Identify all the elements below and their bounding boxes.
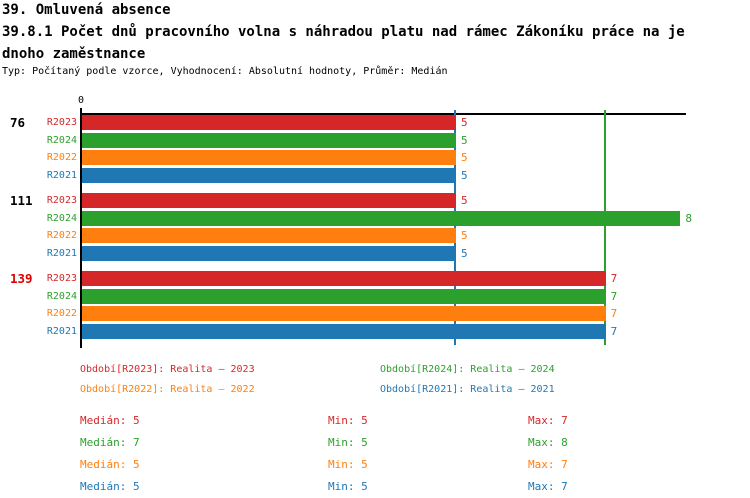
stat-min: Min: 5 [328,458,368,471]
bar-r2023-111 [82,193,456,208]
series-label: R2022 [46,230,77,241]
series-label: R2023 [46,195,77,206]
stat-min: Min: 5 [328,414,368,427]
bar-r2023-76 [82,115,456,130]
stat-min: Min: 5 [328,436,368,449]
series-label: R2021 [46,169,77,181]
bar-value-label: 7 [610,324,618,338]
bar-value-label: 7 [610,307,618,320]
median-line [603,110,606,345]
group-label: 111 [10,193,33,208]
bar-value-label: 5 [461,246,468,260]
series-label: R2021 [46,325,77,337]
stat-median: Medián: 7 [80,436,140,449]
bar-r2023-139 [82,271,606,286]
legend-item-r2021: Období[R2021]: Realita – 2021 [380,384,555,395]
bar-value-label: 5 [461,168,468,182]
bar-value-label: 7 [610,272,618,285]
x-axis-zero-label: 0 [77,95,85,106]
stat-max: Max: 7 [528,480,568,493]
report-title: 39. Omluvená absence [2,2,171,18]
bar-r2022-111 [82,228,456,243]
y-axis-line [80,108,82,348]
stat-max: Max: 7 [528,414,568,427]
stat-median: Medián: 5 [80,480,140,493]
bar-r2021-76 [82,167,456,183]
stat-max: Max: 8 [528,436,568,449]
median-line [454,110,456,345]
bar-chart: 0 76 R2023 5 R2024 5 R2022 5 R2021 5 111 R2023 5 R20… [0,95,750,360]
bar-r2022-139 [82,306,606,321]
bar-value-label: 5 [461,229,468,242]
stat-min: Min: 5 [328,480,368,493]
legend-item-r2022: Období[R2022]: Realita – 2022 [80,384,255,395]
bar-r2022-76 [82,150,456,165]
bar-value-label: 5 [461,133,468,147]
series-label: R2021 [46,247,77,259]
bar-value-label: 5 [461,194,468,207]
indicator-title-line1: 39.8.1 Počet dnů pracovního volna s náhr… [2,24,685,40]
legend-item-r2023: Období[R2023]: Realita – 2023 [80,364,255,375]
series-label: R2022 [46,308,77,319]
bar-value-label: 5 [461,116,468,129]
bar-r2024-76 [82,132,456,148]
bar-r2024-111 [82,210,681,226]
bar-value-label: 7 [610,289,618,303]
bar-r2024-139 [82,288,606,304]
report-subtitle: Typ: Počítaný podle vzorce, Vyhodnocení:… [2,66,448,77]
bar-r2021-139 [82,323,606,339]
group-label: 76 [10,115,26,130]
stat-max: Max: 7 [528,458,568,471]
bar-value-label: 5 [461,151,468,164]
x-axis-line [80,113,686,115]
series-label: R2024 [46,134,77,146]
series-label: R2023 [46,117,77,128]
bar-value-label: 8 [685,211,693,225]
bar-r2021-111 [82,245,456,261]
series-label: R2023 [46,273,77,284]
group-label: 139 [10,271,33,286]
series-label: R2024 [46,290,77,302]
legend-item-r2024: Období[R2024]: Realita – 2024 [380,364,555,375]
stat-median: Medián: 5 [80,414,140,427]
series-label: R2022 [46,152,77,163]
indicator-title-line2: dnoho zaměstnance [2,46,146,62]
stat-median: Medián: 5 [80,458,140,471]
series-label: R2024 [46,212,77,224]
